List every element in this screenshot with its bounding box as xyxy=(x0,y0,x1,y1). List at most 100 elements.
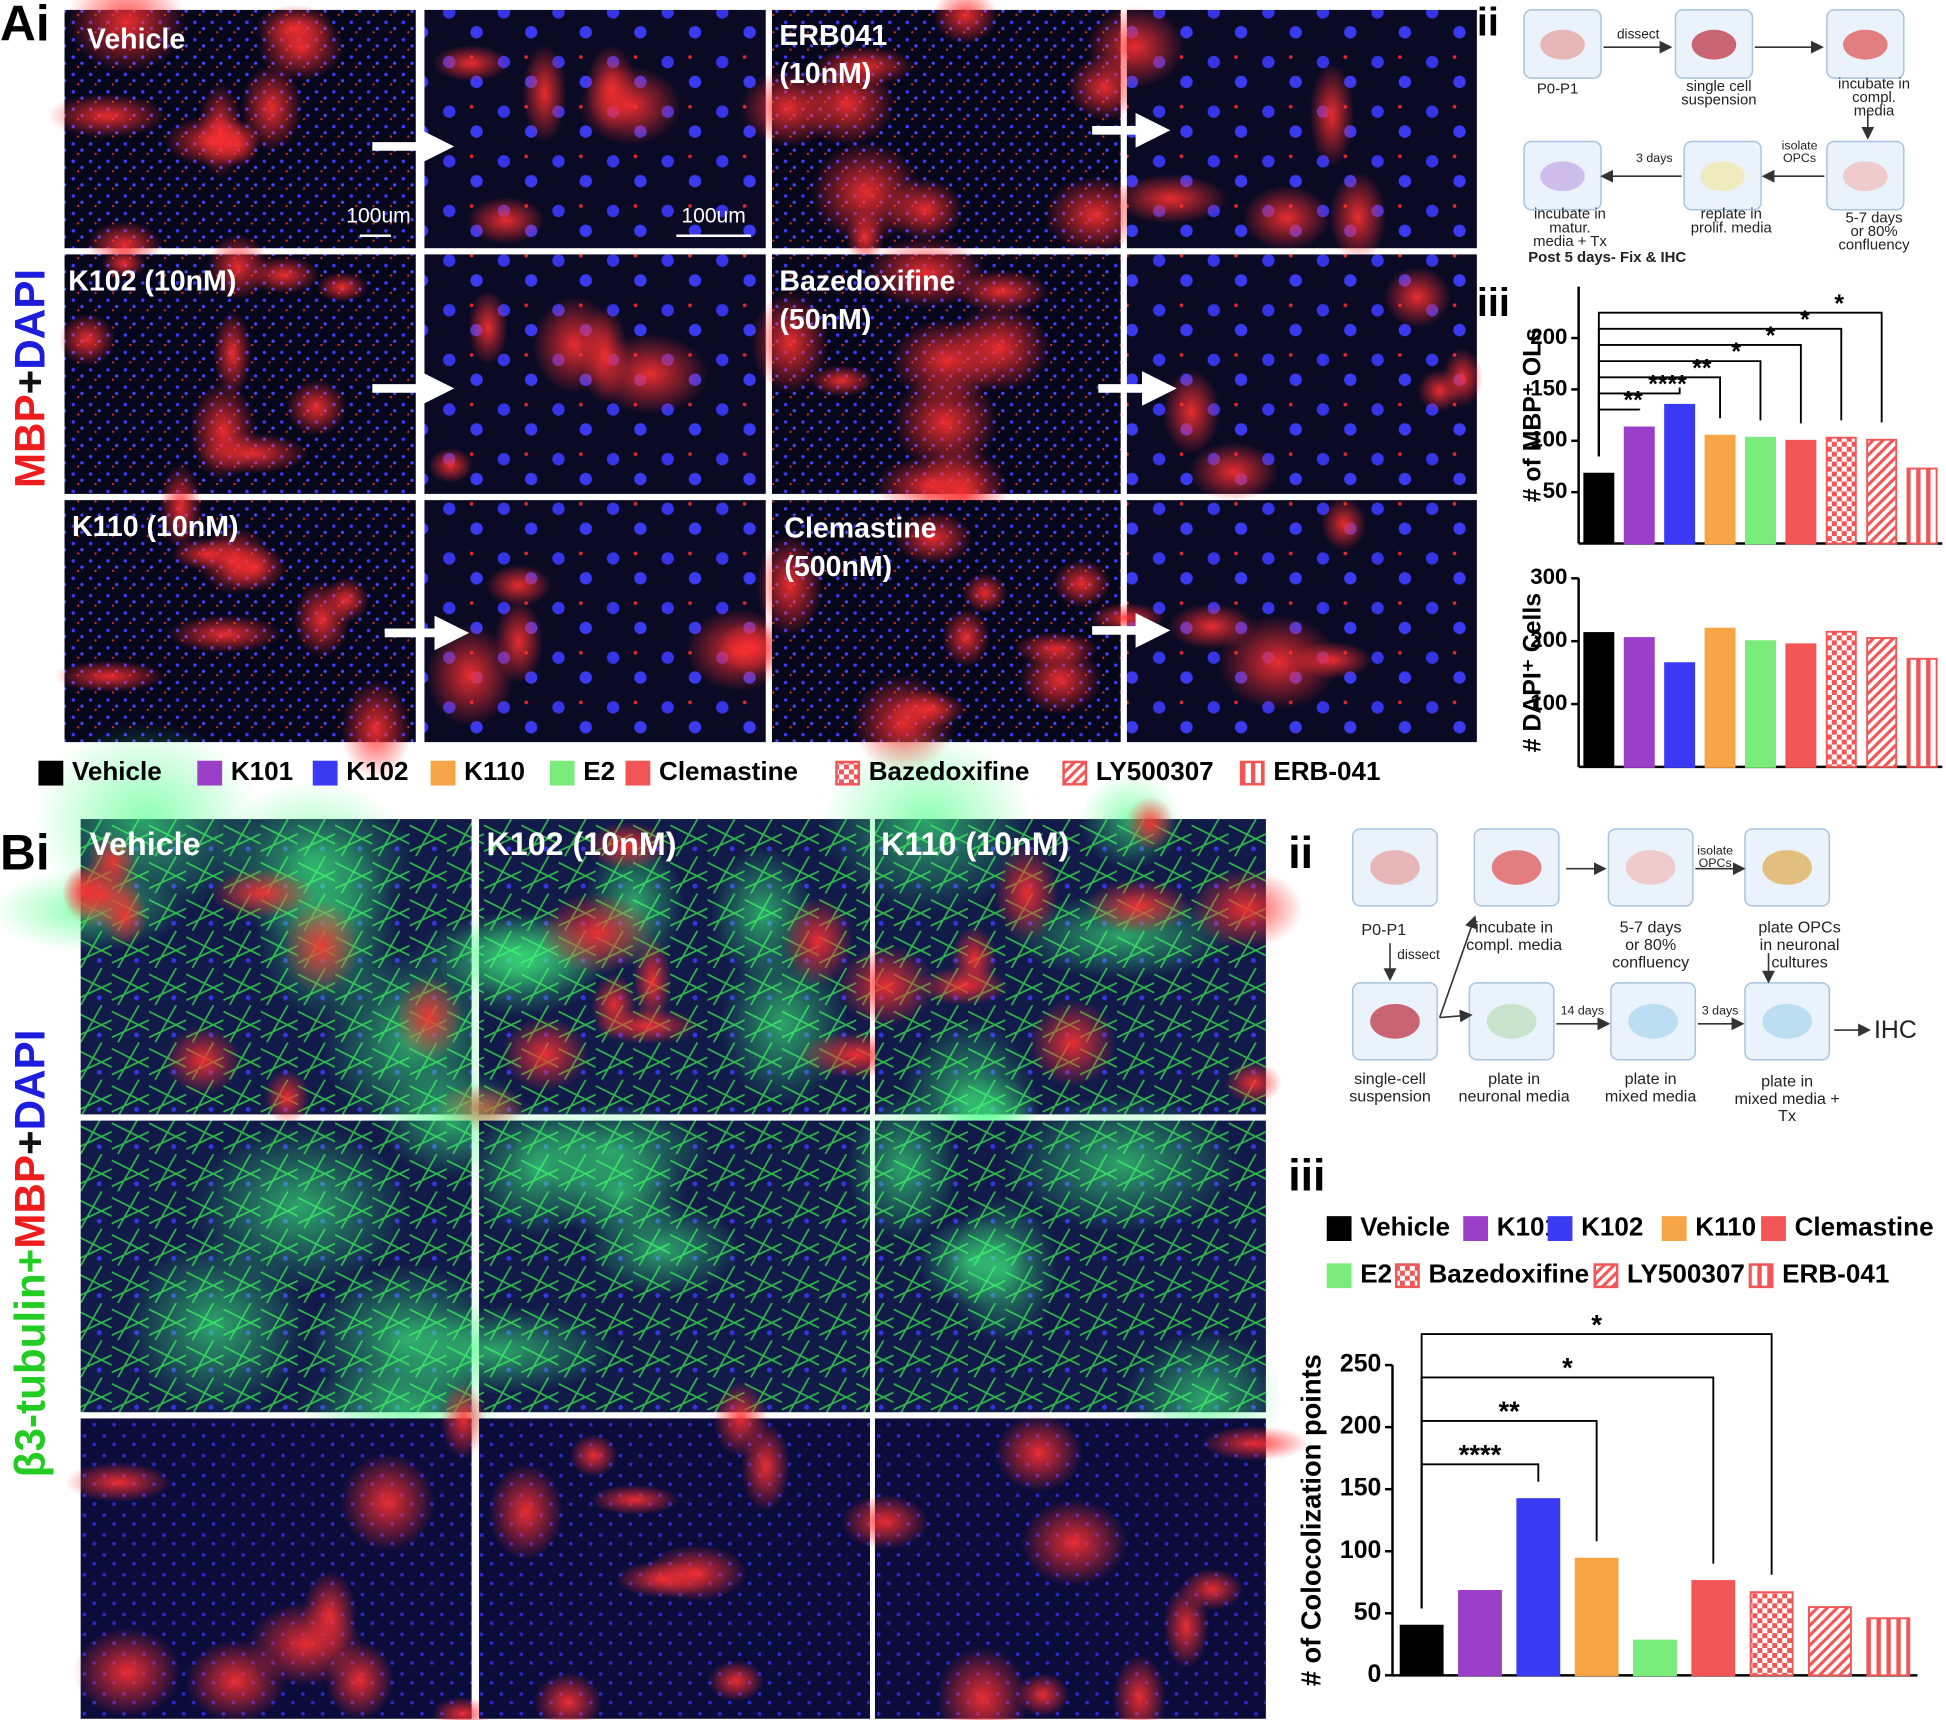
bar xyxy=(1704,627,1736,768)
diagram-text: prolif. media xyxy=(1691,220,1773,236)
stain-part: + xyxy=(7,370,54,395)
red-signal xyxy=(798,61,896,147)
micrograph xyxy=(1126,254,1483,502)
micrograph xyxy=(1088,497,1477,743)
significance-label: ** xyxy=(1624,388,1644,415)
bar xyxy=(1744,436,1776,545)
bar xyxy=(1866,1617,1911,1677)
red-signal xyxy=(837,944,936,1027)
red-signal xyxy=(809,365,875,397)
legend-swatch xyxy=(1748,1263,1774,1289)
legend-swatch xyxy=(1326,1216,1352,1241)
micrograph xyxy=(845,1093,1284,1468)
icon xyxy=(1370,1003,1420,1039)
stain-part: MBP xyxy=(7,394,54,488)
red-signal xyxy=(282,899,360,994)
stain-part: + xyxy=(7,1130,54,1155)
legend-swatch xyxy=(1062,760,1088,786)
icon xyxy=(1762,1003,1812,1039)
y-tick-label: 200 xyxy=(1340,1413,1381,1440)
legend-swatch xyxy=(1463,1216,1489,1241)
y-tick-label: 0 xyxy=(1367,1661,1381,1688)
legend-swatch xyxy=(1547,1216,1573,1241)
red-signal xyxy=(213,310,252,397)
diagram-text: OPCs xyxy=(1699,856,1732,870)
red-signal xyxy=(466,196,545,245)
icon xyxy=(1842,161,1888,192)
micrograph xyxy=(53,464,416,780)
image-label: K102 (10nM) xyxy=(68,265,236,297)
legend-label: Clemastine xyxy=(1795,1211,1934,1241)
red-signal xyxy=(159,464,202,550)
icon xyxy=(1700,161,1745,192)
red-signal xyxy=(1242,185,1331,251)
legend-label: Vehicle xyxy=(1360,1211,1450,1241)
micrograph xyxy=(756,500,1121,773)
bar xyxy=(1744,640,1776,768)
red-signal xyxy=(394,975,464,1060)
diagram-footer: Post 5 days- Fix & IHC xyxy=(1528,250,1686,266)
red-signal xyxy=(340,1453,436,1552)
legend-label: LY500307 xyxy=(1627,1259,1745,1289)
y-tick-label: 150 xyxy=(1340,1475,1381,1502)
legend-swatch xyxy=(1761,1216,1786,1241)
diagram-text: mixed media xyxy=(1605,1087,1696,1105)
y-tick-label: 100 xyxy=(1340,1537,1381,1564)
micrograph xyxy=(372,1101,870,1413)
image-label: (10nM) xyxy=(779,58,871,90)
red-signal xyxy=(632,937,672,1026)
bar xyxy=(1574,1557,1619,1677)
diagram-text: 5-7 days xyxy=(1845,210,1902,226)
red-signal xyxy=(962,572,1008,614)
red-signal xyxy=(719,620,786,675)
legend-swatch xyxy=(1394,1263,1420,1289)
diagram-text: compl. xyxy=(1852,90,1896,106)
image-label: (50nM) xyxy=(779,304,871,336)
micrograph xyxy=(58,233,416,494)
diagram-text: confluency xyxy=(1838,238,1910,254)
diagram-text: mixed media + xyxy=(1734,1090,1839,1108)
icon xyxy=(1762,850,1812,885)
bar xyxy=(1691,1580,1736,1677)
image-label: Clemastine xyxy=(784,512,936,544)
icon xyxy=(1540,29,1585,60)
red-signal xyxy=(189,381,257,481)
green-signal xyxy=(845,1093,960,1242)
red-signal xyxy=(1329,171,1387,263)
red-signal xyxy=(432,45,510,82)
scale-bar-label: 100um xyxy=(681,205,745,228)
red-signal xyxy=(782,897,854,986)
red-signal xyxy=(440,1381,487,1459)
legend-swatch xyxy=(625,760,651,786)
red-signal xyxy=(73,1627,182,1717)
icon xyxy=(1370,850,1420,885)
bar xyxy=(1906,657,1938,768)
icon xyxy=(1491,850,1542,885)
bar xyxy=(1664,662,1696,768)
legend-swatch xyxy=(1661,1216,1687,1241)
bar xyxy=(1623,426,1655,545)
bar xyxy=(1458,1590,1502,1677)
red-signal xyxy=(185,1639,286,1720)
red-signal xyxy=(1217,614,1339,710)
red-signal xyxy=(592,333,709,415)
red-signal xyxy=(1162,369,1220,455)
red-signal xyxy=(101,885,148,947)
y-tick-label: 300 xyxy=(1530,564,1567,589)
stain-label: MBP+DAPI xyxy=(7,269,54,488)
stain-part: + xyxy=(7,1249,54,1274)
icon xyxy=(1691,29,1737,60)
diagram-text: plate OPCs xyxy=(1758,919,1840,937)
bar xyxy=(1664,403,1696,545)
green-signal xyxy=(1004,1093,1240,1234)
significance-label: **** xyxy=(1648,372,1687,399)
diagram-text: 3 days xyxy=(1702,1004,1739,1018)
stain-part: MBP xyxy=(7,1155,54,1249)
red-signal xyxy=(1113,174,1229,224)
micrograph xyxy=(479,1381,870,1720)
diagram-text: or 80% xyxy=(1625,936,1676,954)
diagram-text: plate in xyxy=(1488,1070,1540,1088)
diagram-text: single-cell xyxy=(1354,1070,1426,1088)
legend-swatch xyxy=(835,760,861,786)
red-signal xyxy=(713,1381,769,1458)
